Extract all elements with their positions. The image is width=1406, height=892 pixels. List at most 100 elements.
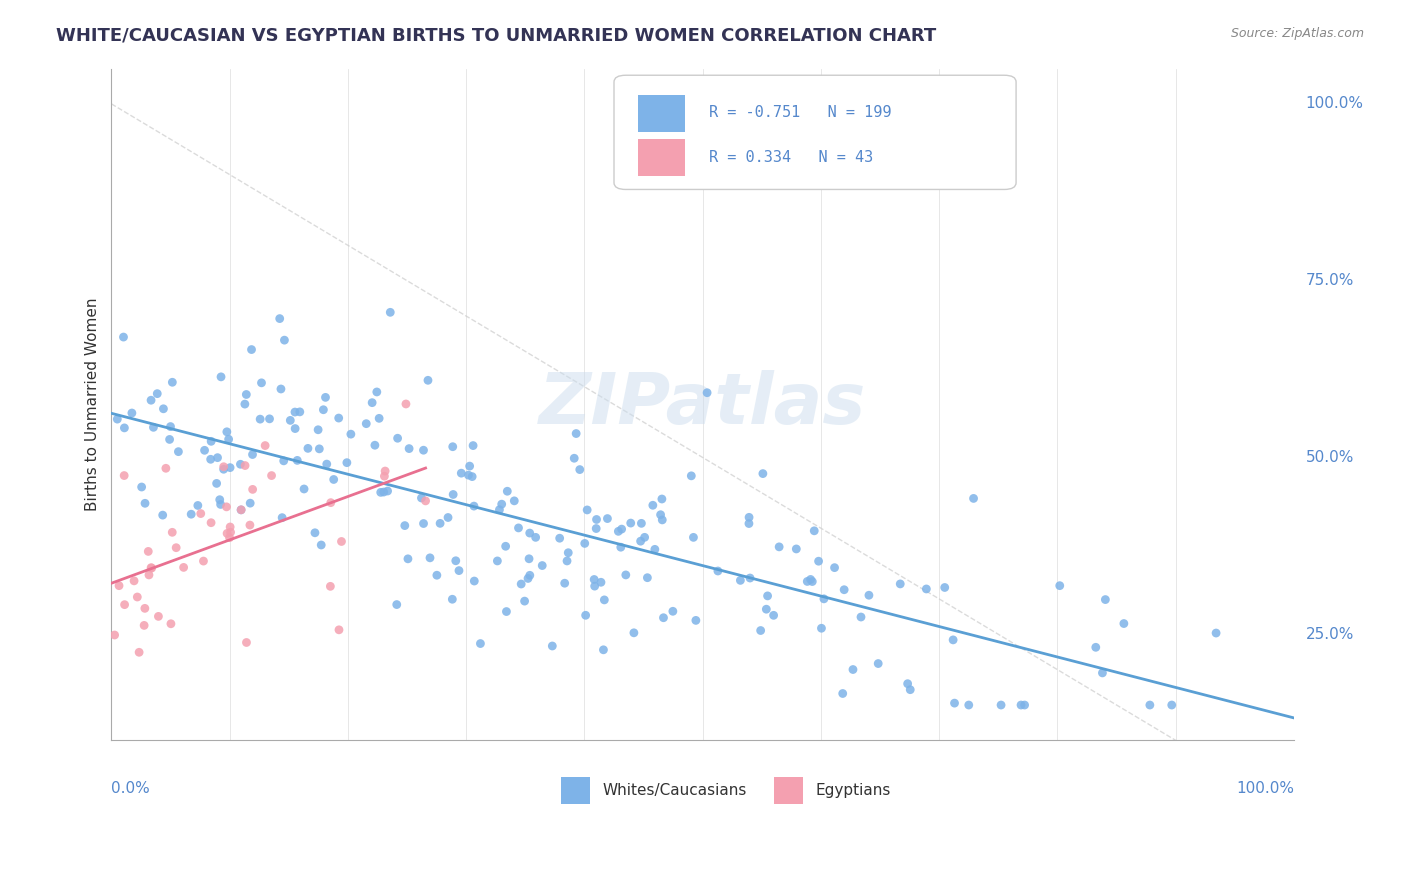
FancyBboxPatch shape <box>773 777 803 805</box>
Point <box>752 467 775 481</box>
Point <box>217 526 239 541</box>
Point <box>575 608 598 623</box>
Point <box>193 554 215 568</box>
FancyBboxPatch shape <box>638 139 685 176</box>
Point <box>562 451 585 466</box>
Point <box>361 395 384 409</box>
Point <box>278 413 301 427</box>
Point <box>193 443 215 458</box>
Point <box>510 577 533 591</box>
Point <box>707 564 730 578</box>
Point <box>636 571 658 585</box>
Point <box>524 530 547 544</box>
Point <box>803 524 825 538</box>
Point <box>187 499 209 513</box>
Point <box>990 698 1012 712</box>
Point <box>416 373 439 387</box>
Point <box>807 554 830 568</box>
Point <box>831 686 853 700</box>
Point <box>444 554 467 568</box>
Point <box>380 305 402 319</box>
Point <box>209 369 232 384</box>
Point <box>250 376 273 390</box>
Point <box>136 544 159 558</box>
Point <box>162 525 184 540</box>
Text: 100.0%: 100.0% <box>1236 780 1294 796</box>
Point <box>319 496 342 510</box>
Point <box>249 412 271 426</box>
Point <box>139 393 162 408</box>
Point <box>259 412 281 426</box>
Point <box>614 568 637 582</box>
Point <box>589 575 612 590</box>
Point <box>962 491 984 506</box>
Point <box>1010 698 1032 712</box>
Point <box>554 576 576 591</box>
Point <box>749 624 772 638</box>
Point <box>915 582 938 596</box>
Text: 0.0%: 0.0% <box>111 780 150 796</box>
Point <box>943 696 966 710</box>
Point <box>235 387 257 401</box>
Point <box>134 618 156 632</box>
Point <box>155 461 177 475</box>
FancyBboxPatch shape <box>638 95 685 132</box>
Point <box>696 385 718 400</box>
Point <box>412 443 434 458</box>
Point <box>254 439 277 453</box>
Point <box>260 468 283 483</box>
Text: 100.0%: 100.0% <box>1306 96 1364 112</box>
Point <box>270 382 292 396</box>
Text: WHITE/CAUCASIAN VS EGYPTIAN BIRTHS TO UNMARRIED WOMEN CORRELATION CHART: WHITE/CAUCASIAN VS EGYPTIAN BIRTHS TO UN… <box>56 27 936 45</box>
Point <box>868 657 890 671</box>
Point <box>152 508 174 522</box>
FancyBboxPatch shape <box>614 75 1017 189</box>
Text: Egyptians: Egyptians <box>815 783 890 798</box>
Point <box>340 427 363 442</box>
Point <box>219 520 242 534</box>
Point <box>576 503 599 517</box>
Point <box>219 460 242 475</box>
Point <box>685 613 707 627</box>
Point <box>354 417 377 431</box>
Point <box>105 412 128 426</box>
Point <box>141 561 163 575</box>
Point <box>269 311 291 326</box>
Point <box>682 530 704 544</box>
Point <box>592 642 614 657</box>
Point <box>858 588 880 602</box>
Point <box>517 551 540 566</box>
Point <box>755 602 778 616</box>
Point <box>513 594 536 608</box>
Point <box>548 531 571 545</box>
Point <box>531 558 554 573</box>
Point <box>134 496 156 510</box>
Point <box>934 581 956 595</box>
Point <box>373 469 395 483</box>
Point <box>312 402 335 417</box>
Point <box>796 574 818 589</box>
Text: Source: ZipAtlas.com: Source: ZipAtlas.com <box>1230 27 1364 40</box>
Point <box>121 406 143 420</box>
Point <box>593 593 616 607</box>
Point <box>519 526 541 541</box>
Point <box>200 434 222 449</box>
Point <box>292 482 315 496</box>
Point <box>322 473 344 487</box>
Point <box>215 500 238 514</box>
Point <box>159 419 181 434</box>
Point <box>441 592 464 607</box>
Point <box>568 462 591 476</box>
Point <box>396 551 419 566</box>
Point <box>1160 698 1182 712</box>
Point <box>583 573 606 587</box>
Point <box>461 439 484 453</box>
Point <box>162 376 184 390</box>
Point <box>242 483 264 497</box>
Point <box>134 601 156 615</box>
Point <box>1014 698 1036 712</box>
Point <box>437 510 460 524</box>
Point <box>824 560 846 574</box>
Point <box>373 485 395 500</box>
Point <box>190 507 212 521</box>
